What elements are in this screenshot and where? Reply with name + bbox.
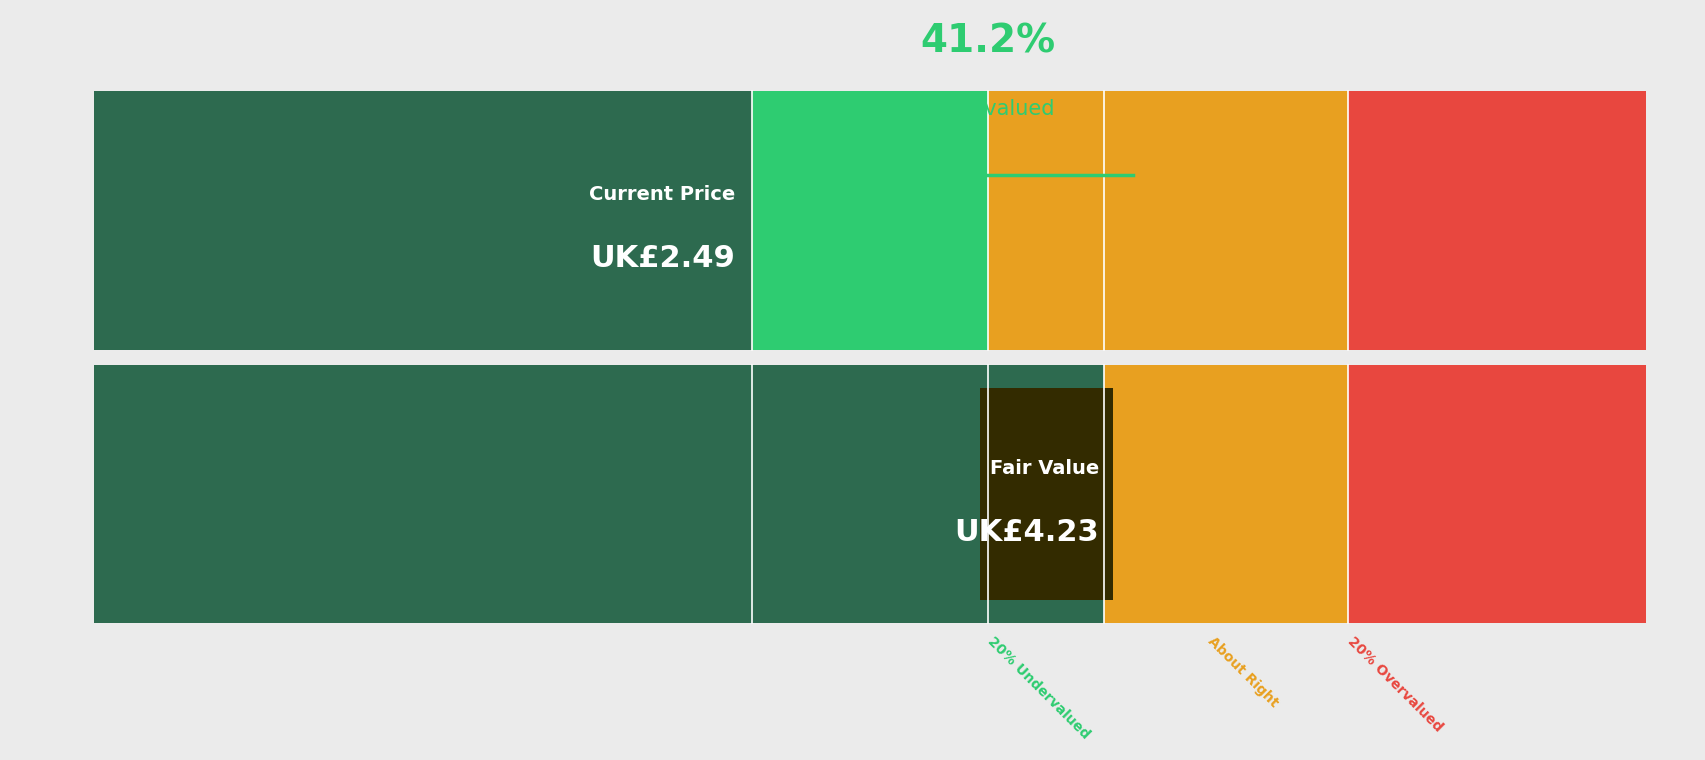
Bar [987, 365, 1347, 623]
Text: UK£2.49: UK£2.49 [590, 244, 735, 273]
Bar [1347, 365, 1645, 623]
Text: Undervalued: Undervalued [921, 99, 1054, 119]
Bar [987, 91, 1347, 350]
Bar [94, 114, 748, 327]
Text: 41.2%: 41.2% [921, 23, 1055, 61]
Text: Fair Value: Fair Value [989, 459, 1098, 478]
Bar [94, 91, 752, 350]
Text: About Right: About Right [1205, 635, 1280, 711]
Text: Current Price: Current Price [588, 185, 735, 204]
Bar [979, 388, 1112, 600]
Bar [1347, 91, 1645, 350]
Bar [94, 365, 1103, 623]
Bar [94, 91, 987, 350]
Bar [94, 365, 987, 623]
Text: 20% Undervalued: 20% Undervalued [984, 635, 1091, 742]
Text: 20% Overvalued: 20% Overvalued [1344, 635, 1444, 735]
Text: UK£4.23: UK£4.23 [955, 518, 1098, 546]
